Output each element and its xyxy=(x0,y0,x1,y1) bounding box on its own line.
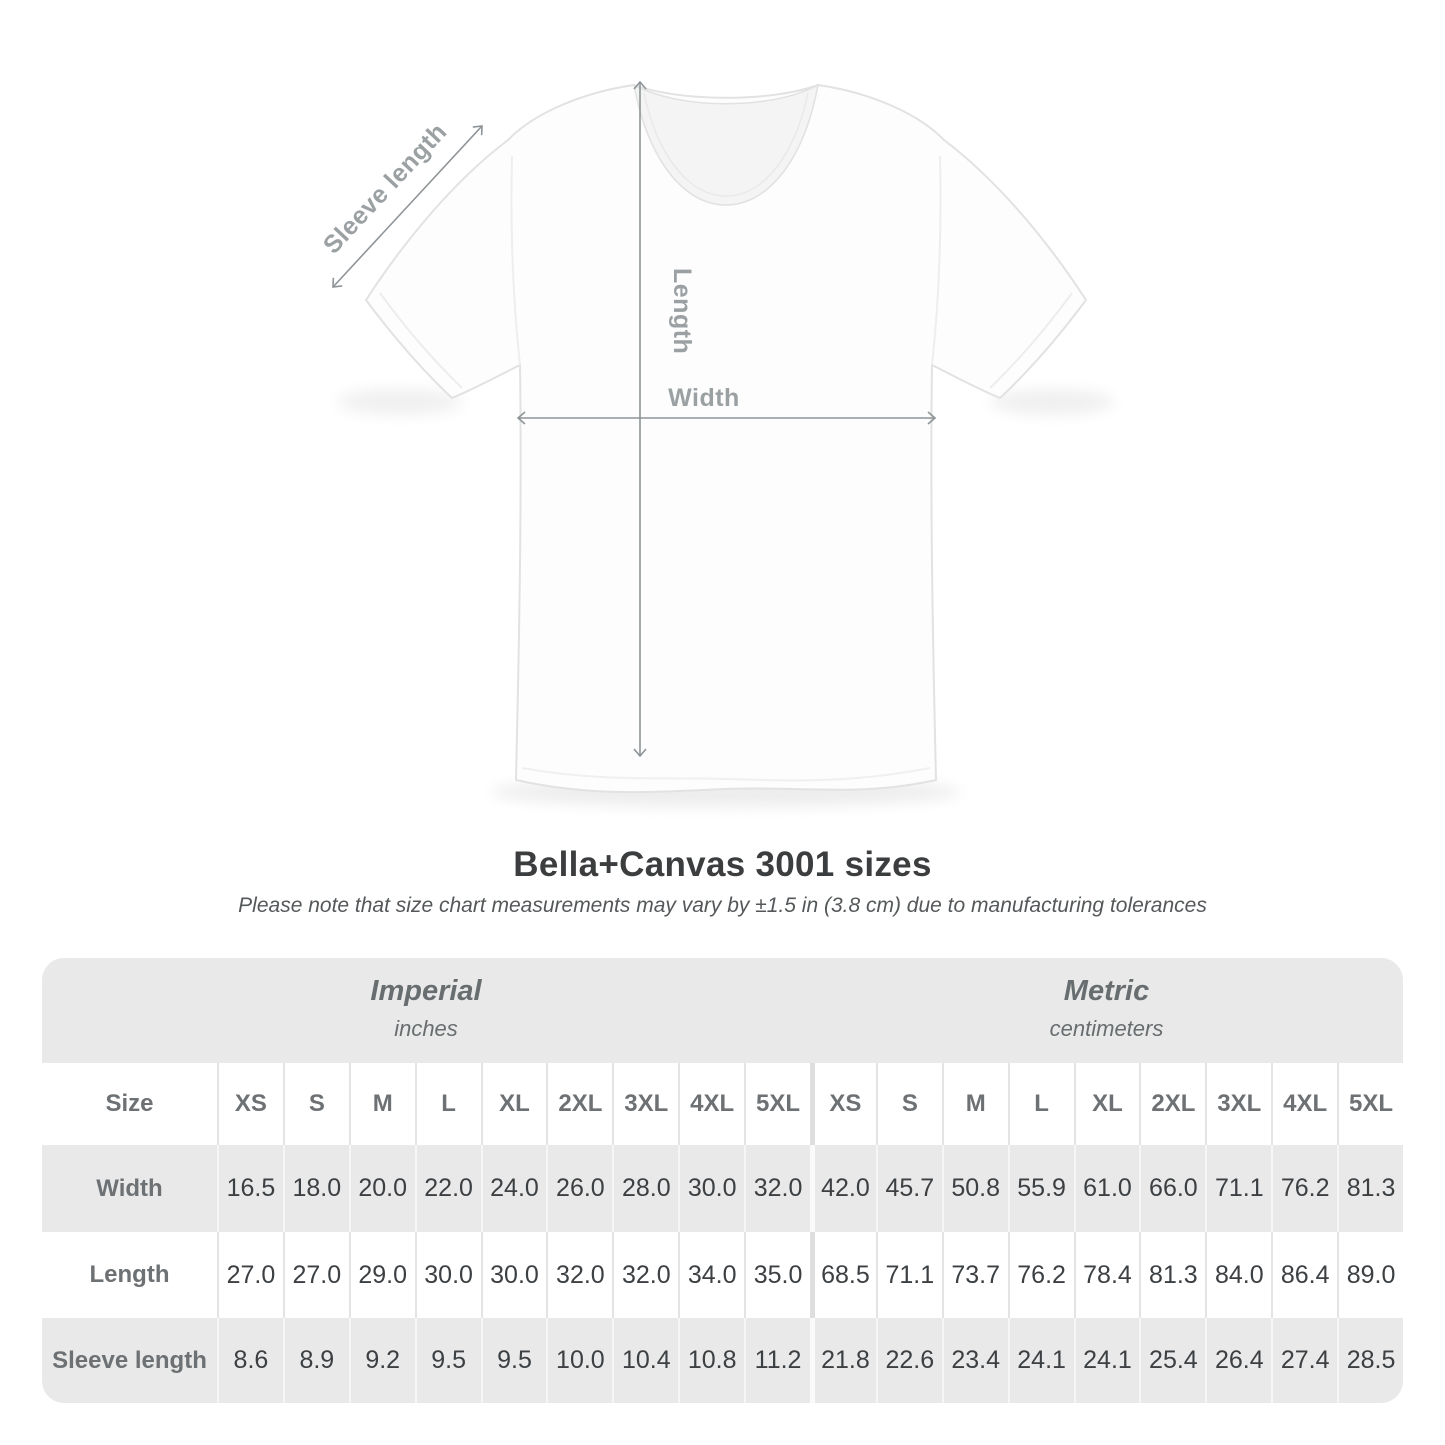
unit-group-unit: inches xyxy=(394,1016,458,1041)
value-cell: 76.2 xyxy=(1007,1232,1074,1318)
value-cell: 45.7 xyxy=(875,1145,942,1232)
value-cell: 25.4 xyxy=(1139,1318,1205,1403)
unit-group-metric: Metric centimeters xyxy=(810,958,1403,1063)
size-header-metric-3xl: 3XL xyxy=(1205,1063,1271,1145)
size-header-metric-5xl: 5XL xyxy=(1337,1063,1403,1145)
value-cell: 28.0 xyxy=(612,1145,678,1232)
row-label: Sleeve length xyxy=(52,1346,207,1374)
value-cell: 9.5 xyxy=(414,1318,481,1403)
value-cell: 30.0 xyxy=(678,1145,744,1232)
value-cell: 34.0 xyxy=(678,1232,744,1318)
size-header-imperial-2xl: 2XL xyxy=(546,1063,612,1145)
value-cell: 32.0 xyxy=(546,1232,612,1318)
measurement-arrows xyxy=(332,80,937,758)
value-cell: 50.8 xyxy=(941,1145,1008,1232)
value-cell: 22.6 xyxy=(875,1318,942,1403)
value-cell: 81.3 xyxy=(1139,1232,1205,1318)
size-header-imperial-s: S xyxy=(282,1063,349,1145)
value-cell: 8.9 xyxy=(282,1318,349,1403)
size-header-row: Size XS S M L XL 2XL 3XL 4XL 5XL XS S M L XL 2XL 3XL 4XL 5… xyxy=(42,1063,1403,1145)
row-label: Length xyxy=(89,1261,170,1288)
measurement-row-width: Width 16.5 18.0 20.0 22.0 24.0 26.0 28.0 30.0 32.… xyxy=(42,1145,1403,1232)
unit-band-row: Imperial inches Metric centimeters xyxy=(42,958,1403,1063)
size-header-metric-s: S xyxy=(875,1063,942,1145)
size-column-header: Size xyxy=(105,1090,154,1117)
width-label: Width xyxy=(668,384,740,412)
value-cell: 35.0 xyxy=(744,1232,810,1318)
value-cell: 28.5 xyxy=(1337,1318,1403,1403)
size-table: Imperial inches Metric centimeters Size XS S M L… xyxy=(42,958,1403,1403)
value-cell: 27.0 xyxy=(282,1232,349,1318)
value-cell: 78.4 xyxy=(1073,1232,1140,1318)
value-cell: 26.0 xyxy=(546,1145,612,1232)
tshirt-illustration xyxy=(365,83,1087,794)
value-cell: 10.4 xyxy=(612,1318,678,1403)
value-cell: 26.4 xyxy=(1205,1318,1271,1403)
value-cell: 84.0 xyxy=(1205,1232,1271,1318)
value-cell: 24.1 xyxy=(1007,1318,1074,1403)
size-header-imperial-xl: XL xyxy=(480,1063,547,1145)
value-cell: 42.0 xyxy=(809,1145,876,1232)
value-cell: 24.0 xyxy=(480,1145,547,1232)
tshirt-measurement-figure: Sleeve length Length Width xyxy=(318,80,1114,807)
value-cell: 18.0 xyxy=(282,1145,349,1232)
value-cell: 73.7 xyxy=(941,1232,1008,1318)
measurement-row-sleeve-length: Sleeve length 8.6 8.9 9.2 9.5 9.5 10.0 10.4 10.8… xyxy=(42,1318,1403,1403)
unit-group-unit: centimeters xyxy=(1049,1016,1164,1041)
value-cell: 22.0 xyxy=(414,1145,481,1232)
value-cell: 27.4 xyxy=(1271,1318,1337,1403)
size-header-imperial-l: L xyxy=(414,1063,481,1145)
unit-group-name: Metric xyxy=(1063,975,1150,1007)
size-header-imperial-5xl: 5XL xyxy=(744,1063,810,1145)
size-header-metric-2xl: 2XL xyxy=(1139,1063,1205,1145)
value-cell: 81.3 xyxy=(1337,1145,1403,1232)
row-label: Width xyxy=(96,1174,163,1202)
value-cell: 86.4 xyxy=(1271,1232,1337,1318)
size-header-imperial-m: M xyxy=(348,1063,415,1145)
value-cell: 8.6 xyxy=(217,1318,283,1403)
value-cell: 66.0 xyxy=(1139,1145,1205,1232)
value-cell: 24.1 xyxy=(1073,1318,1140,1403)
size-header-imperial-3xl: 3XL xyxy=(612,1063,678,1145)
size-header-metric-4xl: 4XL xyxy=(1271,1063,1337,1145)
value-cell: 23.4 xyxy=(941,1318,1008,1403)
size-header-metric-xl: XL xyxy=(1073,1063,1140,1145)
value-cell: 55.9 xyxy=(1007,1145,1074,1232)
value-cell: 68.5 xyxy=(809,1232,876,1318)
value-cell: 21.8 xyxy=(809,1318,876,1403)
value-cell: 32.0 xyxy=(744,1145,810,1232)
size-header-metric-xs: XS xyxy=(809,1063,876,1145)
value-cell: 30.0 xyxy=(480,1232,547,1318)
value-cell: 9.5 xyxy=(480,1318,547,1403)
size-header-imperial-4xl: 4XL xyxy=(678,1063,744,1145)
size-header-metric-l: L xyxy=(1007,1063,1074,1145)
value-cell: 11.2 xyxy=(744,1318,810,1403)
value-cell: 30.0 xyxy=(414,1232,481,1318)
value-cell: 10.0 xyxy=(546,1318,612,1403)
value-cell: 16.5 xyxy=(217,1145,283,1232)
value-cell: 20.0 xyxy=(348,1145,415,1232)
unit-group-name: Imperial xyxy=(370,975,482,1007)
value-cell: 9.2 xyxy=(348,1318,415,1403)
value-cell: 32.0 xyxy=(612,1232,678,1318)
unit-group-imperial: Imperial inches xyxy=(42,958,810,1063)
value-cell: 71.1 xyxy=(1205,1145,1271,1232)
value-cell: 71.1 xyxy=(875,1232,942,1318)
value-cell: 89.0 xyxy=(1337,1232,1403,1318)
page-title: Bella+Canvas 3001 sizes xyxy=(513,845,932,884)
size-header-imperial-xs: XS xyxy=(217,1063,283,1145)
value-cell: 29.0 xyxy=(348,1232,415,1318)
size-header-metric-m: M xyxy=(941,1063,1008,1145)
length-label: Length xyxy=(668,268,696,354)
collar xyxy=(632,83,820,206)
value-cell: 61.0 xyxy=(1073,1145,1140,1232)
value-cell: 76.2 xyxy=(1271,1145,1337,1232)
value-cell: 27.0 xyxy=(217,1232,283,1318)
title-block: Bella+Canvas 3001 sizes Please note that… xyxy=(0,845,1445,918)
value-cell: 10.8 xyxy=(678,1318,744,1403)
tolerance-note: Please note that size chart measurements… xyxy=(238,894,1207,917)
sleeve-length-arrow xyxy=(332,125,483,288)
measurement-row-length: Length 27.0 27.0 29.0 30.0 30.0 32.0 32.0 34.0 35… xyxy=(42,1232,1403,1318)
